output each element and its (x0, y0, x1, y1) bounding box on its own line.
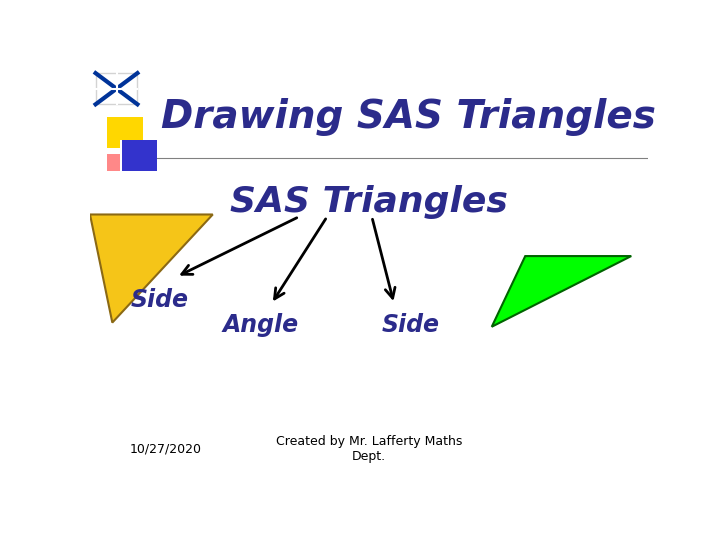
Bar (96, 73, 138, 104)
Text: Drawing SAS Triangles: Drawing SAS Triangles (161, 98, 655, 136)
Polygon shape (90, 214, 213, 322)
Text: Side: Side (382, 313, 440, 336)
Text: Created by Mr. Lafferty Maths
Dept.: Created by Mr. Lafferty Maths Dept. (276, 435, 462, 463)
Bar (107, 117, 143, 148)
Bar (107, 154, 122, 171)
Text: Angle: Angle (222, 313, 298, 336)
Text: SAS Triangles: SAS Triangles (230, 185, 508, 219)
Bar (121, 140, 157, 171)
Text: 10/27/2020: 10/27/2020 (130, 443, 202, 456)
Polygon shape (492, 256, 631, 327)
Text: Side: Side (131, 288, 189, 312)
Bar (120, 140, 122, 171)
